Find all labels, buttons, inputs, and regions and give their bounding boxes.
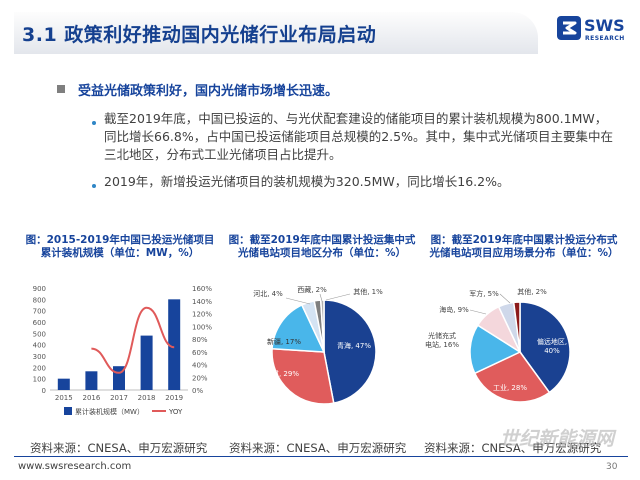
pie-data-label: 青海, 47%	[337, 341, 371, 350]
pie-slice	[469, 324, 522, 375]
y-tick-label: 600	[33, 319, 46, 327]
lead-bullet-icon	[57, 85, 65, 93]
y2-tick-label: 100%	[192, 323, 212, 331]
slide-title: 3.1 政策利好推动国内光储行业布局启动	[22, 24, 377, 46]
paragraph-2-line: 2019年，新增投运光储项目的装机规模为320.5MW，同比增长16.2%。	[104, 174, 510, 189]
pie-data-label: 光储充式	[428, 331, 456, 340]
y2-tick-label: 0%	[192, 387, 203, 395]
legend-swatch-bar	[64, 407, 72, 415]
legend-label: YOY	[168, 408, 183, 416]
pie-slice	[271, 303, 326, 353]
paragraph-1: 截至2019年底，中国已投运的、与光伏配套建设的储能项目的累计装机规模为800.…	[104, 110, 613, 164]
bullet-dot-icon	[92, 121, 96, 125]
lead-text: 受益光储政策利好，国内光储市场增长迅速。	[78, 84, 339, 99]
sws-logo-icon	[557, 16, 581, 40]
pie-slice	[519, 301, 571, 394]
logo-subtext: RESEARCH	[585, 35, 625, 42]
y2-tick-label: 20%	[192, 374, 208, 382]
pie-slice	[323, 299, 377, 404]
yoy-line	[91, 306, 175, 374]
y-tick-label: 900	[33, 285, 46, 293]
y-tick-label: 400	[33, 342, 46, 350]
y-tick-label: 500	[33, 330, 46, 338]
pie-slice	[271, 347, 335, 405]
chart-left-title-line: 图：2015-2019年中国已投运光储项目	[25, 234, 215, 246]
pie-data-label: 其他, 1%	[353, 287, 383, 296]
y-tick-label: 0	[42, 387, 46, 395]
y-tick-label: 300	[33, 353, 46, 361]
x-tick-label: 2016	[82, 394, 100, 402]
logo-text: SWS	[584, 16, 625, 35]
y2-tick-label: 60%	[192, 349, 208, 357]
slide-header: 3.1 政策利好推动国内光储行业布局启动 SWS RESEARCH	[0, 0, 640, 58]
chart-right-title: 图：截至2019年底中国累计投运分布式 光储电站项目应用场景分布（单位：%）	[420, 234, 628, 260]
leader-line	[285, 297, 311, 305]
y-tick-label: 100	[33, 376, 46, 384]
chart-mid-title-line: 图：截至2019年底中国累计投运集中式	[228, 234, 416, 246]
y-tick-label: 700	[33, 308, 46, 316]
paragraph-1-line: 同比增长66.8%，占中国已投运储能项目总规模的2.5%。其中，集中式光储项目主…	[104, 129, 613, 144]
page-number: 30	[606, 462, 618, 472]
chart-mid-title: 图：截至2019年底中国累计投运集中式 光储电站项目地区分布（单位：%）	[222, 234, 422, 260]
pie-data-label: 甘肃, 29%	[265, 369, 299, 378]
chart-right-title-line: 图：截至2019年底中国累计投运分布式	[430, 234, 618, 246]
chart-left-title-line: 累计装机规模（单位：MW，%）	[40, 247, 200, 259]
chart-mid-title-line: 光储电站项目地区分布（单位：%）	[237, 247, 407, 259]
pie-slice	[319, 299, 325, 353]
y-tick-label: 200	[33, 364, 46, 372]
pie-data-label: 电站, 16%	[425, 340, 459, 349]
pie-chart-region: 青海, 47% 甘肃, 29% 新疆, 17% 河北, 4% 西藏, 2% 其他, 1%	[253, 285, 383, 405]
pie-data-label: 40%	[544, 347, 560, 355]
bullet-dot-icon	[92, 184, 96, 188]
x-tick-label: 2019	[165, 394, 183, 402]
watermark: 世纪新能源网	[500, 428, 615, 450]
bar	[85, 371, 98, 390]
x-tick-label: 2018	[138, 394, 156, 402]
bar	[168, 299, 181, 390]
leader-line	[325, 293, 351, 301]
bar	[140, 335, 153, 390]
leader-line	[319, 293, 323, 302]
paragraph-1-line: 三北地区，分布式工业光储项目占比提升。	[104, 147, 342, 162]
pie-data-label: 其他, 2%	[517, 287, 547, 296]
chart-left-title: 图：2015-2019年中国已投运光储项目 累计装机规模（单位：MW，%）	[20, 234, 220, 260]
pie-data-label: 偏远地区,	[537, 337, 567, 346]
pie-data-label: 河北, 4%	[253, 290, 283, 298]
y2-tick-label: 40%	[192, 362, 208, 370]
bar	[57, 378, 70, 390]
x-tick-label: 2017	[110, 394, 128, 402]
leader-line	[469, 309, 487, 315]
pie-data-label: 工业, 28%	[493, 383, 527, 392]
source-note: 资料来源：CNESA、申万宏源研究	[229, 441, 407, 455]
y2-tick-label: 80%	[192, 336, 208, 344]
paragraph-1-line: 截至2019年底，中国已投运的、与光伏配套建设的储能项目的累计装机规模为800.…	[104, 111, 608, 126]
pie-slice	[512, 301, 521, 353]
x-tick-label: 2015	[55, 394, 73, 402]
source-note: 资料来源：CNESA、申万宏源研究	[30, 441, 208, 455]
title-banner	[14, 12, 538, 54]
bar-line-chart: 0 100 200 300 400 500 600 700 800 900 0% 20% 40% 60% 8…	[33, 285, 213, 416]
legend-label: 累计装机规模（MW）	[75, 407, 144, 416]
footer-divider	[14, 456, 628, 457]
pie-slice	[473, 351, 551, 403]
source-note: 资料来源：CNESA、申万宏源研究	[424, 441, 602, 455]
leader-line	[499, 293, 511, 304]
y2-tick-label: 120%	[192, 311, 212, 319]
pie-data-label: 新疆, 17%	[267, 337, 301, 346]
y-tick-label: 800	[33, 296, 46, 304]
y2-tick-label: 160%	[192, 285, 212, 293]
chart-right-title-line: 光储电站项目应用场景分布（单位：%）	[429, 247, 619, 259]
pie-data-label: 海岛, 9%	[439, 305, 469, 314]
paragraph-2: 2019年，新增投运光储项目的装机规模为320.5MW，同比增长16.2%。	[104, 173, 509, 191]
pie-data-label: 军方, 5%	[469, 289, 499, 298]
y2-tick-label: 140%	[192, 298, 212, 306]
footer-url-link[interactable]: www.swsresearch.com	[18, 461, 132, 472]
pie-data-label: 西藏, 2%	[297, 285, 327, 294]
